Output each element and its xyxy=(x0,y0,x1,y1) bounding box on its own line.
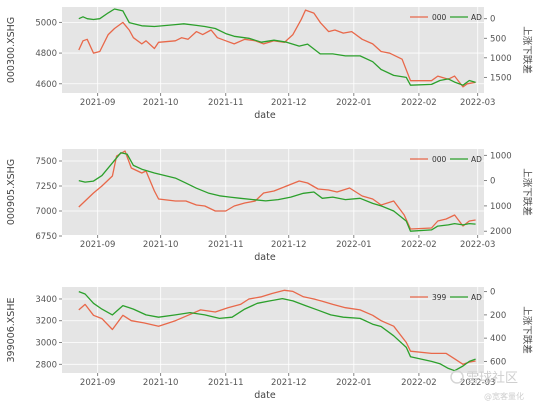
legend-label-price: 000 xyxy=(432,13,447,22)
y2-tick-label: 500 xyxy=(490,34,506,44)
y-tick-label: 3400 xyxy=(35,295,57,305)
x-tick-label: 2022-03 xyxy=(460,98,496,108)
x-tick-label: 2021-12 xyxy=(271,378,307,388)
x-tick-label: 2022-02 xyxy=(401,378,437,388)
y2-tick-label: 200 xyxy=(490,311,506,321)
y-tick-label: 4800 xyxy=(35,49,57,59)
y2-axis-label: 上涨下跌差 xyxy=(521,306,533,354)
series-line-AD xyxy=(78,152,476,232)
x-axis-label: date xyxy=(254,110,276,121)
y-tick-label: 6750 xyxy=(35,232,57,242)
legend: 000 AD xyxy=(410,155,482,164)
x-tick-label: 2022-01 xyxy=(336,240,372,250)
y-tick-label: 7250 xyxy=(35,182,57,192)
y2-axis-label: 上涨下跌差 xyxy=(521,26,533,74)
watermark: 雪球社区 @宽客量化 xyxy=(450,370,524,401)
legend: 399 AD xyxy=(410,293,482,302)
y-tick-label: 3200 xyxy=(35,317,57,327)
x-tick-label: 2021-09 xyxy=(80,98,116,108)
x-tick-label: 2022-03 xyxy=(460,378,496,388)
legend: 000 AD xyxy=(410,13,482,22)
x-tick-label: 2021-09 xyxy=(80,240,116,250)
x-tick-label: 2021-12 xyxy=(271,98,307,108)
x-tick-label: 2022-01 xyxy=(336,98,372,108)
watermark-logo-icon xyxy=(450,370,464,384)
series-line-000 xyxy=(78,9,476,88)
y-tick-label: 4600 xyxy=(35,80,57,90)
x-axis-label: date xyxy=(254,390,276,401)
legend-label-ad: AD xyxy=(471,155,482,164)
series-line-000 xyxy=(78,150,476,230)
x-tick-label: 2021-09 xyxy=(80,378,116,388)
y-axis-label: 000300.XSHG xyxy=(6,17,17,83)
y-axis-label: 399006.XSHE xyxy=(6,298,17,363)
y2-tick-label: 1500 xyxy=(490,73,512,83)
legend-label-price: 000 xyxy=(432,155,447,164)
plot-area xyxy=(62,7,484,93)
chart-panel-2: 2021-09 2021-10 2021-11 2021-12 2022-01 2022-… xyxy=(6,149,533,263)
x-tick-label: 2021-11 xyxy=(208,378,244,388)
y-axis-label: 000905.XSHG xyxy=(6,159,17,225)
x-tick-label: 2022-03 xyxy=(460,240,496,250)
x-tick-label: 2022-02 xyxy=(401,240,437,250)
x-tick-label: 2021-10 xyxy=(143,240,179,250)
watermark-subtext: @宽客量化 xyxy=(484,391,524,401)
y-tick-label: 5000 xyxy=(35,18,57,28)
x-tick-label: 2021-11 xyxy=(208,98,244,108)
watermark-text: 雪球社区 xyxy=(466,370,518,386)
chart-panel-3: 2021-09 2021-10 2021-11 2021-12 2022-01 2022-… xyxy=(6,287,533,401)
plot-area xyxy=(62,149,484,235)
x-tick-label: 2022-02 xyxy=(401,98,437,108)
y-tick-label: 2800 xyxy=(35,360,57,370)
y2-tick-label: 0 xyxy=(490,177,495,187)
y-tick-label: 7500 xyxy=(35,157,57,167)
y-tick-label: 7000 xyxy=(35,207,57,217)
x-axis-label: date xyxy=(254,252,276,263)
x-tick-label: 2021-11 xyxy=(208,240,244,250)
x-tick-label: 2021-10 xyxy=(143,378,179,388)
plot-area xyxy=(62,287,484,373)
y-tick-label: 3000 xyxy=(35,339,57,349)
y2-axis-label: 上涨下跌差 xyxy=(521,168,533,216)
legend-label-ad: AD xyxy=(471,13,482,22)
y2-tick-label: 2000 xyxy=(490,227,512,237)
y2-tick-label: 1000 xyxy=(490,202,512,212)
y2-tick-label: 400 xyxy=(490,334,506,344)
x-tick-label: 2021-10 xyxy=(143,98,179,108)
y2-tick-label: 0 xyxy=(490,15,495,25)
series-line-AD xyxy=(78,8,476,86)
y2-tick-label: 0 xyxy=(490,288,495,298)
series-line-AD xyxy=(78,290,476,372)
legend-label-ad: AD xyxy=(471,293,482,302)
y2-tick-label: 600 xyxy=(490,357,506,367)
x-tick-label: 2021-12 xyxy=(271,240,307,250)
y2-tick-label: 1000 xyxy=(490,151,512,161)
series-line-399 xyxy=(78,289,476,365)
legend-label-price: 399 xyxy=(432,293,447,302)
y2-tick-label: 1000 xyxy=(490,54,512,64)
chart-panel-1: 2021-09 2021-10 2021-11 2021-12 2022-01 2022-… xyxy=(6,7,533,121)
x-tick-label: 2022-01 xyxy=(336,378,372,388)
